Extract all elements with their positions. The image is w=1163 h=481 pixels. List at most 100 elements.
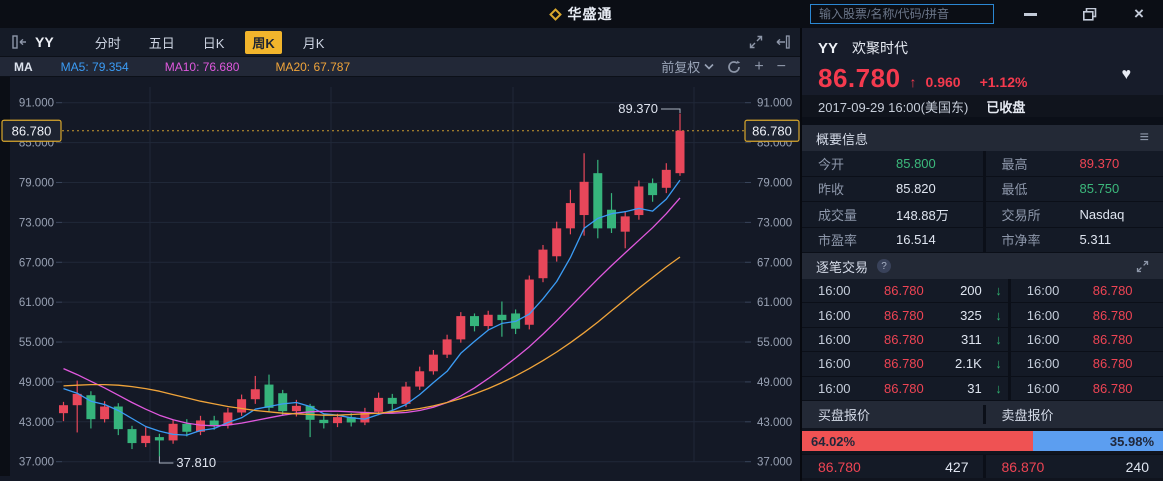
menu-icon[interactable]: ≡	[1139, 129, 1149, 146]
price-up-arrow-icon: ↑	[909, 74, 917, 90]
chart-header: YY 分时 五日 日K 周K 月K	[0, 28, 800, 57]
indicator-row: MA MA5: 79.354 MA10: 76.680 MA20: 67.787…	[0, 57, 800, 77]
tick-trades-list[interactable]: 16:00 86.780 200 ↓ 16:00 86.780 325 ↓ 16:00 86.78…	[802, 279, 1163, 402]
summary-cell: 市盈率 16.514	[802, 227, 983, 253]
trades-title: 逐笔交易	[816, 259, 869, 275]
ma10-value: MA10: 76.680	[164, 59, 240, 74]
best-bid: 86.780 427	[802, 455, 983, 478]
minimize-button[interactable]	[1015, 0, 1045, 28]
tick-volume: 311	[961, 332, 982, 348]
fullscreen-icon[interactable]	[749, 35, 763, 49]
tick-volume: 7	[1133, 356, 1163, 371]
y-axis-label-left: 55.000	[19, 337, 54, 349]
tick-price: 86.780	[1092, 332, 1133, 348]
ask-size: 240	[1125, 458, 1149, 475]
zoom-out-button[interactable]: −	[776, 57, 786, 75]
summary-cell: 成交量 148.88万	[802, 202, 983, 228]
y-axis-label-left: 91.000	[19, 98, 54, 110]
summary-label: 成交量	[818, 207, 858, 223]
tick-volume: 325	[960, 307, 982, 323]
expand-corners-icon[interactable]	[1136, 260, 1149, 273]
summary-title: 概要信息	[816, 131, 869, 147]
market-status: 已收盘	[986, 99, 1026, 115]
tick-volume: 200	[960, 283, 982, 299]
tab-月K[interactable]: 月K	[302, 35, 325, 51]
tab-分时[interactable]: 分时	[94, 35, 121, 51]
search-input[interactable]	[810, 4, 994, 24]
restore-button[interactable]	[1075, 0, 1105, 28]
summary-value: 16.514	[896, 232, 936, 248]
sell-quotes-title: 卖盘报价	[982, 405, 1163, 424]
popout-right-icon[interactable]	[775, 35, 790, 49]
adjust-type-dropdown[interactable]: 前复权	[661, 57, 714, 76]
summary-cell: 最高 89.370	[982, 151, 1163, 177]
sell-ratio-pct: 35.98%	[1109, 433, 1154, 449]
summary-cell: 今开 85.800	[802, 151, 983, 177]
tick-volume: 2.1K	[955, 356, 982, 372]
summary-label: 市盈率	[818, 233, 858, 249]
tab-周K[interactable]: 周K	[245, 30, 282, 54]
ma20-line	[63, 256, 681, 416]
y-axis-label-left: 67.000	[19, 257, 54, 269]
tick-price: 86.780	[884, 332, 924, 348]
tick-time: 16:00	[818, 356, 851, 372]
sell-direction-arrow-icon: ↓	[995, 307, 1002, 323]
y-axis-label-right: 61.000	[757, 297, 792, 309]
summary-cell: 最低 85.750	[982, 176, 1163, 202]
bid-size: 427	[945, 458, 969, 475]
best-bidask-row: 86.780 427 86.870 240	[802, 454, 1163, 478]
refresh-icon[interactable]	[727, 60, 741, 74]
chart-panel: YY 分时 五日 日K 周K 月K MA MA5: 79.354 MA10: 76.68…	[0, 28, 800, 481]
current-price-label-right: 86.780	[752, 123, 792, 138]
ma10-line	[63, 197, 681, 427]
high-annotation: 89.370	[618, 101, 658, 116]
tick-price: 86.780	[884, 380, 924, 396]
summary-label: 今开	[818, 156, 845, 172]
summary-cell: 市净率 5.311	[982, 227, 1163, 253]
restore-icon	[1083, 7, 1097, 21]
summary-value: 89.370	[1079, 155, 1120, 171]
adjust-type-label: 前复权	[661, 60, 701, 75]
tick-price: 86.780	[1092, 356, 1133, 372]
chart-symbol: YY	[35, 34, 54, 50]
y-axis-label-left: 79.000	[19, 177, 54, 189]
summary-cell: 交易所 Nasdaq	[982, 202, 1163, 228]
tick-time: 16:00	[818, 380, 851, 396]
tick-column-right: 16:0086.780494↓16:0086.78084↓16:0086.780…	[1007, 279, 1163, 402]
zoom-in-button[interactable]: +	[754, 57, 764, 75]
favorite-heart-icon[interactable]: ♥	[1121, 66, 1132, 83]
tick-volume: 1.3K	[1133, 381, 1163, 396]
collapse-panel-icon[interactable]	[12, 35, 27, 49]
chevron-down-icon	[704, 63, 714, 70]
sell-direction-arrow-icon: ↓	[995, 380, 1002, 396]
summary-label: 最高	[1001, 156, 1028, 172]
close-button[interactable]: ×	[1124, 0, 1154, 28]
y-axis-label-right: 49.000	[757, 377, 792, 389]
quote-date-row: 2017-09-29 16:00(美国东) 已收盘	[802, 95, 1163, 117]
tick-row: 16:00 86.780 325 ↓	[802, 303, 1008, 328]
minimize-icon	[1023, 12, 1037, 16]
close-icon: ×	[1134, 4, 1144, 23]
tab-日K[interactable]: 日K	[202, 35, 225, 51]
tab-五日[interactable]: 五日	[148, 35, 175, 51]
quote-change-pct: +1.12%	[979, 74, 1028, 90]
summary-label: 市净率	[1001, 233, 1041, 249]
tick-price: 86.780	[1092, 283, 1133, 299]
tick-volume: 31	[967, 380, 982, 396]
buy-quotes-title: 买盘报价	[818, 408, 871, 423]
y-axis-label-right: 73.000	[757, 217, 792, 229]
summary-label: 昨收	[818, 182, 845, 198]
quote-price: 86.780	[818, 63, 901, 93]
tick-time: 16:00	[1026, 307, 1060, 323]
tick-row: 16:00 86.780 311 ↓	[802, 327, 1008, 353]
summary-value: Nasdaq	[1079, 206, 1125, 222]
tick-row: 16:00 86.780 2.1K ↓	[802, 352, 1008, 377]
help-icon[interactable]: ?	[877, 259, 892, 273]
sell-direction-arrow-icon: ↓	[995, 332, 1002, 348]
